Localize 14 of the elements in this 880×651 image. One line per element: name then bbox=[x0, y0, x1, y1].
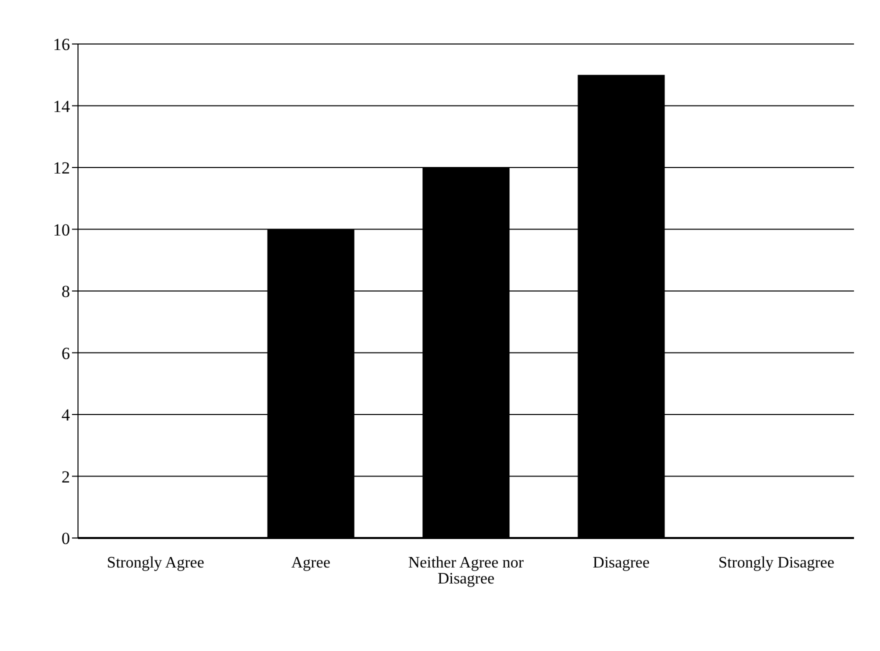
y-tick-label: 10 bbox=[53, 220, 70, 240]
x-tick-label: Strongly Agree bbox=[106, 554, 204, 572]
x-tick-label: Disagree bbox=[592, 554, 650, 572]
y-tick-label: 14 bbox=[53, 96, 70, 116]
y-tick-label: 8 bbox=[62, 282, 70, 302]
y-tick-label: 12 bbox=[53, 158, 70, 178]
y-tick-label: 6 bbox=[62, 344, 70, 363]
y-tick-label: 4 bbox=[62, 406, 70, 425]
x-tick-label: Strongly Disagree bbox=[718, 554, 834, 572]
y-tick-label: 0 bbox=[62, 529, 70, 548]
y-tick-label: 16 bbox=[53, 35, 70, 54]
x-tick-label: Neither Agree nor Disagree bbox=[408, 554, 524, 588]
y-tick-label: 2 bbox=[62, 467, 70, 486]
x-tick-label: Agree bbox=[291, 554, 330, 572]
